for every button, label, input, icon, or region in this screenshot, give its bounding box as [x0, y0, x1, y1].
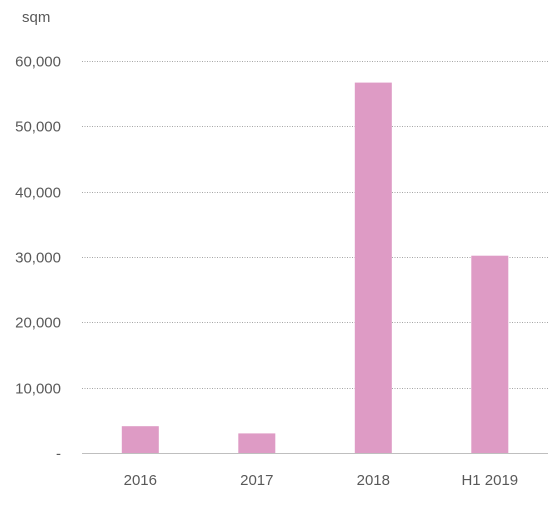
y-tick-label: 60,000 [15, 54, 61, 71]
x-tick-label: 2017 [240, 472, 273, 489]
y-tick-label: 50,000 [15, 119, 61, 136]
y-tick-label: 30,000 [15, 250, 61, 267]
gridlines [82, 61, 548, 389]
y-tick-label: - [56, 446, 61, 463]
y-tick-label: 10,000 [15, 381, 61, 398]
x-tick-label: H1 2019 [461, 472, 518, 489]
bar-2018 [354, 82, 392, 453]
bar-2016 [121, 426, 159, 453]
y-tick-label: 20,000 [15, 315, 61, 332]
bars [121, 82, 509, 453]
tick-labels: - 10,000 20,000 30,000 40,000 50,000 60,000 201… [15, 54, 518, 490]
y-axis-unit-label: sqm [22, 9, 51, 26]
bar-h1-2019 [471, 255, 509, 453]
y-tick-label: 40,000 [15, 185, 61, 202]
x-tick-label: 2016 [124, 472, 157, 489]
x-tick-label: 2018 [357, 472, 390, 489]
bar-2017 [238, 433, 276, 453]
